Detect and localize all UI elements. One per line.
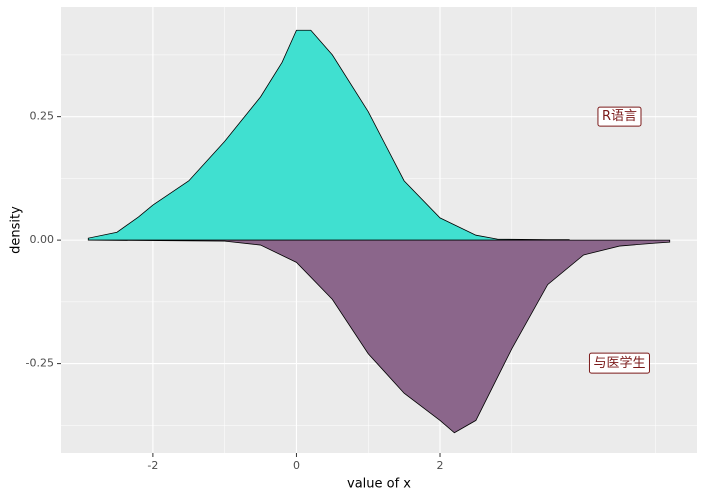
y-axis-title: density — [9, 206, 24, 254]
x-axis-title: value of x — [347, 477, 411, 492]
annotation: 与医学生 — [588, 352, 650, 374]
x-tick-label: 2 — [437, 459, 444, 472]
x-tick-label: -2 — [147, 459, 158, 472]
y-tick-label: 0.25 — [30, 110, 55, 123]
y-tick-label: -0.25 — [26, 357, 54, 370]
density-area — [88, 239, 671, 434]
annotation-box — [588, 352, 650, 374]
density-area — [87, 29, 570, 241]
annotation-text: 与医学生 — [593, 355, 645, 371]
y-tick-label: 0.00 — [30, 233, 55, 246]
annotation-text: R语言 — [602, 109, 637, 124]
annotation: R语言 — [597, 106, 642, 127]
annotation-box — [597, 106, 642, 127]
x-tick-label: 0 — [293, 459, 300, 472]
